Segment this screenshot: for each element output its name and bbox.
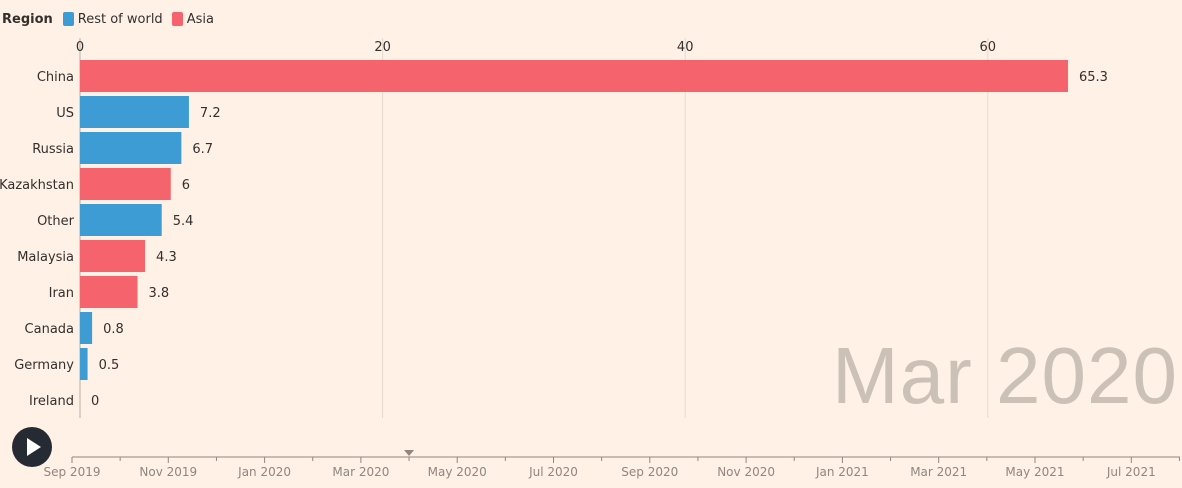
play-button[interactable]	[12, 427, 52, 467]
value-label-russia: 6.7	[192, 142, 213, 157]
legend-label-rest-of-world: Rest of world	[77, 11, 163, 27]
timeline-label: Jul 2020	[528, 465, 578, 479]
timeline-handle-icon	[404, 450, 415, 456]
value-label-us: 7.2	[200, 106, 221, 121]
x-tick-label-40: 40	[677, 40, 694, 55]
category-label-china: China	[37, 70, 74, 85]
value-label-iran: 3.8	[148, 286, 169, 301]
legend-item-asia[interactable]: Asia	[171, 11, 214, 27]
category-label-canada: Canada	[25, 322, 74, 337]
x-tick-label-20: 20	[374, 40, 391, 55]
legend-swatch-rest-of-world	[62, 12, 74, 26]
category-label-other: Other	[37, 214, 75, 229]
bar-other	[80, 204, 162, 236]
value-label-germany: 0.5	[99, 358, 120, 373]
x-tick-label-0: 0	[76, 40, 84, 55]
timeline-label: Mar 2021	[910, 465, 967, 479]
bar-russia	[80, 132, 182, 164]
bar-canada	[80, 312, 93, 344]
value-label-ireland: 0	[91, 394, 99, 409]
value-label-other: 5.4	[173, 214, 194, 229]
play-icon	[27, 438, 41, 456]
bar-us	[80, 96, 189, 128]
timeline-label: Jan 2020	[237, 465, 291, 479]
bar-germany	[80, 348, 88, 380]
value-label-china: 65.3	[1079, 70, 1108, 85]
timeline-label: Mar 2020	[332, 465, 389, 479]
bar-china	[80, 60, 1068, 92]
category-label-kazakhstan: Kazakhstan	[0, 178, 74, 193]
bar-kazakhstan	[80, 168, 171, 200]
category-label-ireland: Ireland	[29, 394, 74, 409]
category-label-malaysia: Malaysia	[17, 250, 74, 265]
legend-title: Region	[2, 11, 53, 27]
timeline-label: Nov 2020	[717, 465, 775, 479]
current-date-watermark: Mar 2020	[832, 331, 1178, 420]
x-tick-label-60: 60	[980, 40, 997, 55]
legend-label-asia: Asia	[186, 11, 214, 27]
timeline-label: Sep 2019	[44, 465, 101, 479]
value-label-malaysia: 4.3	[156, 250, 177, 265]
category-label-germany: Germany	[14, 358, 74, 373]
timeline-label: Sep 2020	[621, 465, 678, 479]
category-label-russia: Russia	[32, 142, 74, 157]
bar-iran	[80, 276, 138, 308]
timeline-label: May 2021	[1005, 465, 1064, 479]
legend-item-rest-of-world[interactable]: Rest of world	[62, 11, 163, 27]
timeline-label: Nov 2019	[139, 465, 197, 479]
legend-swatch-asia	[171, 12, 183, 26]
category-label-iran: Iran	[49, 286, 74, 301]
category-label-us: US	[56, 106, 74, 121]
timeline-label: Jan 2021	[815, 465, 869, 479]
value-label-kazakhstan: 6	[182, 178, 190, 193]
timeline-label: Jul 2021	[1106, 465, 1156, 479]
value-label-canada: 0.8	[103, 322, 124, 337]
legend: Region Rest of world Asia	[2, 9, 223, 29]
timeline-label: May 2020	[428, 465, 487, 479]
bar-malaysia	[80, 240, 146, 272]
